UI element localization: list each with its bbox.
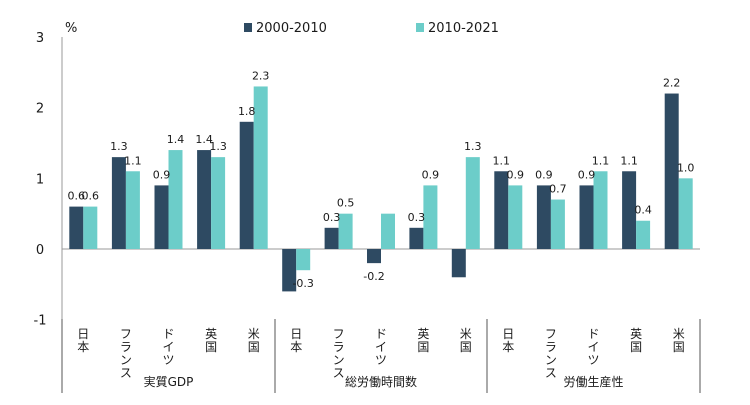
data-label: 1.3 <box>209 140 227 153</box>
category-label: 米国 <box>460 327 472 354</box>
bar-series2 <box>296 249 311 271</box>
bar-series2 <box>211 157 226 249</box>
category-label: 英国 <box>417 327 429 354</box>
data-label: 0.3 <box>408 211 426 224</box>
bar-series2 <box>593 171 608 249</box>
bar-series2 <box>465 157 480 249</box>
bar-series1 <box>282 249 297 292</box>
data-label: 2.2 <box>663 77 681 90</box>
bar-series1 <box>664 93 679 250</box>
legend-label-series1: 2000-2010 <box>256 21 327 36</box>
bar-series1 <box>622 171 637 249</box>
y-tick-label: -1 <box>34 314 47 329</box>
legend-label-series2: 2010-2021 <box>428 21 499 36</box>
category-label: フランス <box>333 327 345 380</box>
category-label: ドイツ <box>162 327 174 367</box>
bar-series2 <box>423 185 438 249</box>
bar-series2 <box>83 206 98 249</box>
legend-swatch-series1 <box>244 23 252 32</box>
category-label: 日本 <box>290 327 302 354</box>
group-label: 労働生産性 <box>563 374 623 389</box>
data-label: 0.6 <box>68 190 86 203</box>
data-label: 0.4 <box>634 204 652 217</box>
data-label: -0.3 <box>292 277 313 290</box>
data-label: 2.3 <box>252 69 270 82</box>
data-label: 0.9 <box>578 168 596 181</box>
bars-layer <box>69 86 693 292</box>
data-label: 0.9 <box>535 168 553 181</box>
data-label: 1.1 <box>592 154 610 167</box>
data-label: 1.4 <box>195 133 213 146</box>
y-tick-label: 3 <box>36 31 44 46</box>
data-label: 0.9 <box>422 168 440 181</box>
bar-series2 <box>678 178 693 249</box>
category-label: フランス <box>545 327 557 380</box>
bar-series1 <box>367 249 381 264</box>
category-label: 英国 <box>205 327 217 354</box>
legend-swatch-series2 <box>416 23 424 32</box>
data-label: 1.0 <box>677 161 695 174</box>
legend: 2000-2010 2010-2021 <box>244 21 499 36</box>
data-label: 0.6 <box>82 190 100 203</box>
bar-series1 <box>409 227 424 249</box>
data-label: 1.1 <box>124 154 142 167</box>
data-label: -0.2 <box>363 270 384 283</box>
category-label: 米国 <box>248 327 260 354</box>
data-label: 1.4 <box>167 133 185 146</box>
bar-series2 <box>125 171 140 249</box>
labels-layer: 実質GDP0.60.6日本1.31.1フランス0.91.4ドイツ1.41.3英国… <box>68 69 695 389</box>
bar-series2 <box>338 213 353 249</box>
y-tick-label: 2 <box>36 102 44 117</box>
y-tick-label: 0 <box>36 243 44 258</box>
bar-series1 <box>197 150 212 249</box>
bar-series2 <box>508 185 523 249</box>
group-label: 実質GDP <box>144 374 194 389</box>
category-label: ドイツ <box>375 327 387 367</box>
bar-series2 <box>253 86 268 249</box>
bar-series1 <box>69 206 84 249</box>
category-label: フランス <box>120 327 132 380</box>
data-label: 1.1 <box>620 154 638 167</box>
bar-series1 <box>451 249 466 278</box>
bar-series1 <box>154 185 169 249</box>
bar-series2 <box>168 150 183 249</box>
data-label: 1.3 <box>110 140 128 153</box>
data-label: 0.7 <box>549 183 567 196</box>
category-label: ドイツ <box>587 327 599 367</box>
data-label: 1.3 <box>464 140 482 153</box>
bar-series1 <box>111 157 126 249</box>
data-label: 0.9 <box>153 168 171 181</box>
bar-series1 <box>494 171 509 249</box>
bar-series2 <box>550 199 565 249</box>
data-label: 0.5 <box>337 197 355 210</box>
bar-series2 <box>381 213 395 249</box>
data-label: 0.9 <box>507 168 525 181</box>
category-label: 英国 <box>630 327 642 354</box>
bar-series1 <box>324 227 339 249</box>
category-label: 日本 <box>77 327 89 354</box>
bar-series1 <box>239 121 254 249</box>
data-label: 1.8 <box>238 105 256 118</box>
y-tick-label: 1 <box>36 172 44 187</box>
data-label: 1.1 <box>493 154 511 167</box>
bar-series1 <box>536 185 551 249</box>
category-label: 米国 <box>673 327 685 354</box>
y-axis-unit-label: % <box>65 21 77 36</box>
bar-series1 <box>579 185 594 249</box>
group-label: 総労働時間数 <box>345 374 417 389</box>
bar-series2 <box>636 220 651 249</box>
data-label: 0.3 <box>323 211 341 224</box>
category-label: 日本 <box>502 327 514 354</box>
